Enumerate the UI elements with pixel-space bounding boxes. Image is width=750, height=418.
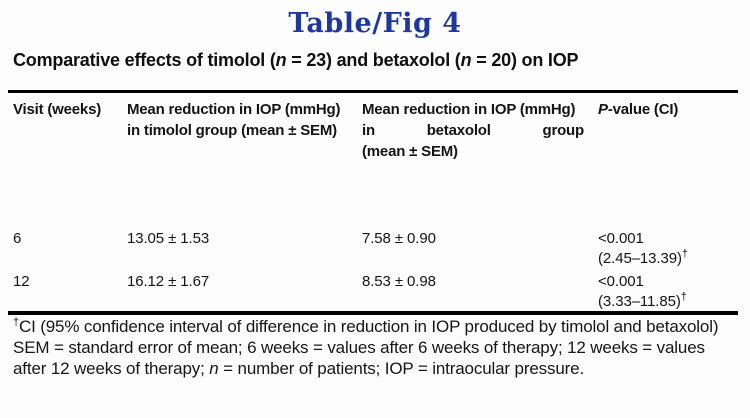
dagger-marker: † <box>680 291 687 303</box>
table-header-row: Visit (weeks) Mean reduction in IOP (mmH… <box>13 99 750 162</box>
caption-n-italic: n <box>460 50 472 70</box>
ci-value: (2.45–13.39)† <box>598 249 740 269</box>
header-line: -value (CI) <box>607 101 679 118</box>
cell-pvalue-ci: <0.001 (3.33–11.85)† <box>598 272 750 315</box>
header-line: (mean ± SEM) <box>362 143 458 160</box>
caption-n-italic: n <box>275 50 287 70</box>
table-top-rule <box>8 90 738 93</box>
footnote-text: = number of patients; IOP = intraocular … <box>218 359 585 378</box>
footnote-n-italic: n <box>209 359 219 378</box>
footnote-abbreviations: SEM = standard error of mean; 6 weeks = … <box>13 337 739 379</box>
column-header-betaxolol: Mean reduction in IOP (mmHg) in betaxolo… <box>362 99 598 162</box>
header-word: betaxolol <box>426 122 491 139</box>
figure-title: Table/Fig 4 <box>288 8 462 39</box>
header-line: Mean reduction in IOP (mmHg) <box>127 101 341 118</box>
cell-timolol-reduction: 16.12 ± 1.67 <box>127 273 210 290</box>
column-header-pvalue: P-value (CI) <box>598 99 750 162</box>
footnote-text: SEM = standard error of mean; 6 weeks = … <box>13 338 705 378</box>
header-word: group <box>542 122 584 139</box>
table-bottom-rule <box>8 311 738 315</box>
column-header-timolol: Mean reduction in IOP (mmHg) in timolol … <box>127 99 362 162</box>
header-line: Mean reduction in IOP (mmHg) <box>362 101 576 118</box>
cell-timolol-reduction: 13.05 ± 1.53 <box>127 230 210 247</box>
dagger-marker: † <box>13 316 19 329</box>
column-header-visit: Visit (weeks) <box>13 101 102 118</box>
dagger-marker: † <box>681 248 688 260</box>
footnotes: †CI (95% confidence interval of differen… <box>13 316 739 379</box>
p-value: <0.001 <box>598 273 644 290</box>
caption-segment: = 20) on IOP <box>471 50 579 70</box>
caption-segment: Comparative effects of timolol ( <box>13 50 276 70</box>
header-line-justified: in betaxolol group <box>362 120 584 141</box>
figure-caption: Comparative effects of timolol (n = 23) … <box>13 50 579 71</box>
cell-pvalue-ci: <0.001 (2.45–13.39)† <box>598 229 750 272</box>
caption-segment: = 23) and betaxolol ( <box>286 50 461 70</box>
cell-visit: 6 <box>13 230 22 247</box>
ci-value: (3.33–11.85)† <box>598 292 740 312</box>
ci-range: (2.45–13.39) <box>598 250 682 267</box>
header-word: in <box>362 122 375 139</box>
cell-visit: 12 <box>13 273 30 290</box>
p-italic: P <box>598 101 608 118</box>
ci-range: (3.33–11.85) <box>598 293 681 310</box>
p-value: <0.001 <box>598 230 644 247</box>
header-line: in timolol group (mean ± SEM) <box>127 122 337 139</box>
cell-betaxolol-reduction: 8.53 ± 0.98 <box>362 273 436 290</box>
table-body: 6 13.05 ± 1.53 7.58 ± 0.90 <0.001 (2.45–… <box>13 229 750 315</box>
cell-betaxolol-reduction: 7.58 ± 0.90 <box>362 230 436 247</box>
footnote-ci-definition: †CI (95% confidence interval of differen… <box>13 316 739 337</box>
footnote-text: CI (95% confidence interval of differenc… <box>18 317 719 336</box>
